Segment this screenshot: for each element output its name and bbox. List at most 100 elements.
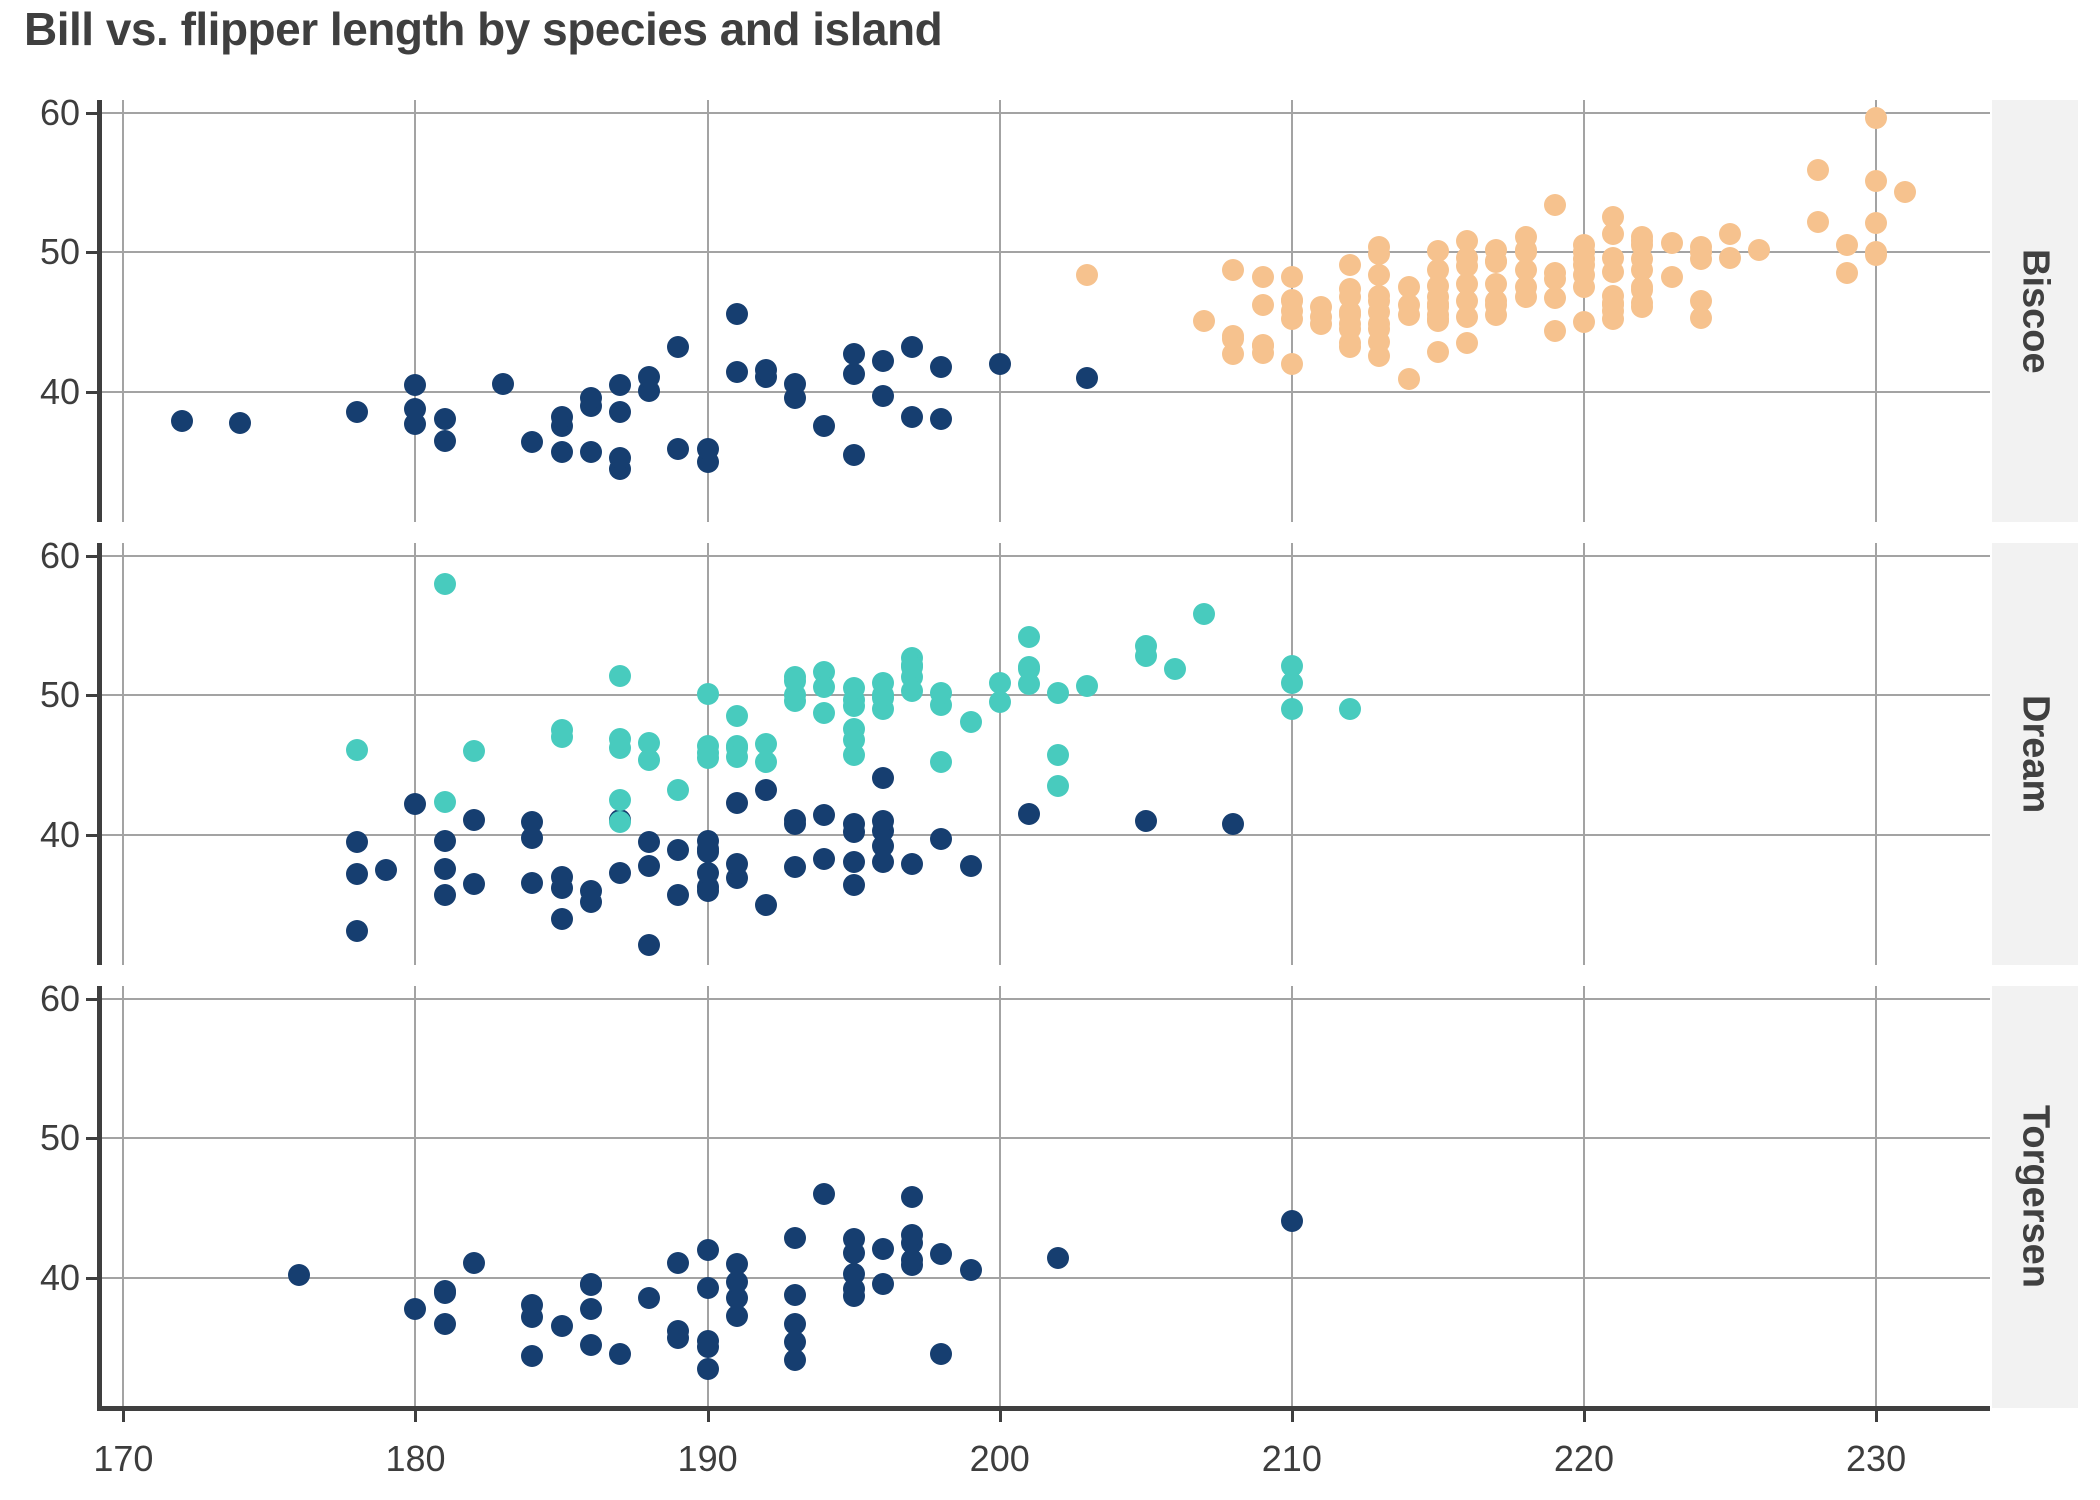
- data-point: [550, 441, 573, 464]
- data-point: [696, 838, 719, 861]
- data-point: [667, 336, 690, 359]
- data-point: [608, 400, 631, 423]
- facet-strip-torgersen: Torgersen: [1992, 986, 2078, 1408]
- data-point: [346, 863, 369, 886]
- x-tick: [122, 1411, 126, 1422]
- data-point: [1894, 181, 1917, 204]
- data-point: [1514, 225, 1537, 248]
- facet-strip-dream: Dream: [1992, 543, 2078, 965]
- data-point: [1251, 333, 1274, 356]
- data-point: [1835, 234, 1858, 257]
- x-tick-label: 220: [1553, 1438, 1614, 1479]
- data-point: [901, 406, 924, 429]
- data-point: [871, 684, 894, 707]
- data-point: [696, 682, 719, 705]
- data-point: [1280, 698, 1303, 721]
- x-gridline: [1290, 986, 1293, 1408]
- data-point: [784, 670, 807, 693]
- data-point: [696, 1357, 719, 1380]
- x-tick-label: 170: [93, 1438, 154, 1479]
- facet-panel-torgersen: [100, 986, 1990, 1408]
- data-point: [404, 1297, 427, 1320]
- data-point: [638, 748, 661, 771]
- data-point: [638, 831, 661, 854]
- y-tick-label: 50: [39, 674, 80, 716]
- facet-strip-label: Biscoe: [2014, 248, 2057, 374]
- data-point: [1047, 744, 1070, 767]
- data-point: [725, 791, 748, 814]
- y-tick-label: 40: [39, 814, 80, 856]
- data-point: [901, 1223, 924, 1246]
- data-point: [930, 1243, 953, 1266]
- data-point: [638, 934, 661, 957]
- data-point: [433, 1282, 456, 1305]
- data-point: [1397, 294, 1420, 317]
- y-tick-label: 60: [39, 977, 80, 1019]
- data-point: [813, 702, 836, 725]
- x-gridline: [414, 543, 417, 965]
- data-point: [871, 1237, 894, 1260]
- data-point: [608, 727, 631, 750]
- data-point: [579, 386, 602, 409]
- data-point: [842, 1241, 865, 1264]
- x-gridline: [706, 986, 709, 1408]
- data-point: [784, 1331, 807, 1354]
- data-point: [667, 779, 690, 802]
- data-point: [696, 1335, 719, 1358]
- data-point: [1426, 340, 1449, 363]
- data-point: [667, 1251, 690, 1274]
- data-point: [1602, 284, 1625, 307]
- data-point: [930, 407, 953, 430]
- data-point: [842, 677, 865, 700]
- data-point: [433, 572, 456, 595]
- data-point: [579, 1334, 602, 1357]
- data-point: [1660, 231, 1683, 254]
- data-point: [784, 372, 807, 395]
- data-point: [1572, 311, 1595, 334]
- data-point: [813, 675, 836, 698]
- data-point: [1835, 262, 1858, 285]
- data-point: [1602, 223, 1625, 246]
- data-point: [1485, 238, 1508, 261]
- data-point: [1426, 259, 1449, 282]
- data-point: [1806, 210, 1829, 233]
- data-point: [725, 302, 748, 325]
- data-point: [1222, 812, 1245, 835]
- data-point: [1689, 290, 1712, 313]
- data-point: [1456, 332, 1479, 355]
- data-point: [1660, 266, 1683, 289]
- data-point: [1134, 810, 1157, 833]
- data-point: [1865, 170, 1888, 193]
- y-tick: [86, 997, 97, 1001]
- data-point: [1806, 158, 1829, 181]
- x-tick-label: 200: [969, 1438, 1030, 1479]
- data-point: [725, 1304, 748, 1327]
- data-point: [842, 821, 865, 844]
- data-point: [1017, 803, 1040, 826]
- data-point: [1339, 277, 1362, 300]
- data-point: [433, 790, 456, 813]
- data-point: [404, 793, 427, 816]
- data-point: [638, 731, 661, 754]
- data-point: [433, 829, 456, 852]
- data-point: [1514, 259, 1537, 282]
- data-point: [346, 831, 369, 854]
- data-point: [1485, 273, 1508, 296]
- data-point: [696, 1239, 719, 1262]
- x-tick-label: 210: [1261, 1438, 1322, 1479]
- data-point: [1017, 657, 1040, 680]
- data-point: [988, 353, 1011, 376]
- data-point: [1689, 306, 1712, 329]
- data-point: [404, 374, 427, 397]
- chart-title: Bill vs. flipper length by species and i…: [24, 3, 943, 55]
- facet-strip-biscoe: Biscoe: [1992, 100, 2078, 522]
- data-point: [1280, 1209, 1303, 1232]
- data-point: [346, 400, 369, 423]
- y-tick-label: 50: [39, 231, 80, 273]
- data-point: [930, 751, 953, 774]
- data-point: [492, 372, 515, 395]
- data-point: [433, 1313, 456, 1336]
- data-point: [696, 747, 719, 770]
- data-point: [1076, 674, 1099, 697]
